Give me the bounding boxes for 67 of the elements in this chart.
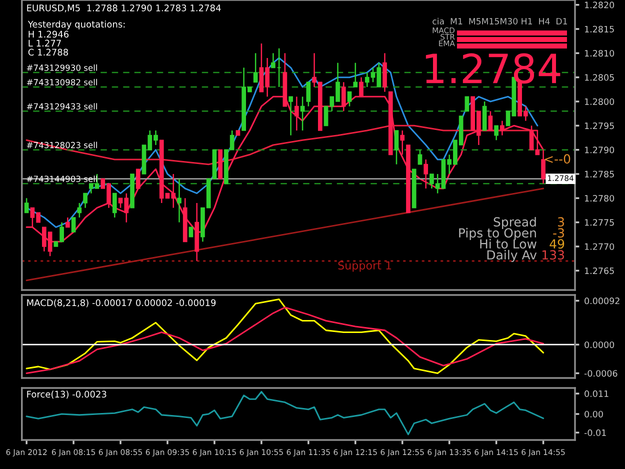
y-tick-label: 0.011 — [584, 390, 608, 398]
ref-line-label: Support 1 — [338, 261, 392, 272]
annotation: Pips to Open — [459, 228, 536, 240]
line-series — [26, 124, 538, 166]
annotation: 1.2784 — [426, 53, 560, 84]
candlestick — [464, 96, 470, 112]
chart-title: MACD(8,21,8) -0.00017 0.00002 -0.00019 — [27, 299, 216, 308]
candlestick — [77, 202, 82, 218]
y-tick-label: 1.2800 — [584, 98, 614, 105]
candlestick — [177, 178, 182, 223]
annotation: 49 — [550, 239, 564, 249]
line-series — [26, 390, 544, 436]
annotation: Spread — [494, 216, 536, 230]
candlestick — [506, 110, 510, 126]
candlestick — [112, 192, 117, 218]
y-tick-label: 1.2770 — [584, 243, 614, 250]
chart-title: EURUSD,M5 1.2788 1.2790 1.2783 1.2784 — [27, 4, 221, 12]
annotation: H 1.2946 — [28, 30, 69, 38]
y-tick-label: 1.2795 — [584, 122, 614, 130]
annotation: Hi to Low — [480, 238, 536, 249]
annotation: cia M1 M5M15M30 H1 H4 D1 — [432, 18, 568, 24]
candlestick — [271, 52, 276, 68]
candlestick — [400, 130, 405, 156]
annotation: Daily Av — [487, 250, 537, 262]
y-tick-label: 1.2815 — [584, 26, 614, 32]
y-tick-label: -0.0006 — [584, 370, 618, 377]
candlestick — [347, 91, 352, 107]
annotation: L 1.277 — [28, 40, 61, 46]
candlestick — [418, 149, 422, 165]
y-tick-label: 1.2780 — [584, 194, 614, 202]
y-tick-label: 1.2765 — [584, 267, 614, 274]
candlestick — [353, 62, 358, 88]
annotation: 3 — [558, 217, 564, 227]
y-tick-label: 1.2790 — [584, 146, 614, 154]
candlestick — [306, 82, 311, 107]
candlestick — [494, 125, 498, 141]
candlestick — [24, 198, 29, 214]
y-tick-label: 1.2805 — [584, 74, 614, 81]
y-tick-label: 0.00092 — [584, 298, 620, 304]
annotation: 133 — [542, 250, 564, 260]
candlestick — [488, 110, 493, 132]
y-tick-label: 1.2810 — [584, 50, 614, 57]
candlestick — [71, 217, 76, 232]
candlestick — [65, 216, 70, 228]
candlestick — [500, 120, 504, 136]
y-tick-label: 0.00 — [584, 410, 603, 418]
y-tick-label: 1.2775 — [584, 219, 614, 226]
annotation: <--0 — [544, 154, 570, 164]
y-tick-label: 1.2785 — [584, 170, 614, 178]
chart-title: Force(13) -0.0023 — [27, 390, 106, 399]
candlestick — [288, 96, 293, 136]
ref-line-label: #743130982 sell — [26, 78, 97, 86]
candlestick — [83, 192, 88, 208]
y-tick-label: 1.2820 — [584, 2, 614, 8]
y-tick-label: -0.01 — [584, 429, 606, 436]
annotation: -3 — [553, 228, 564, 238]
candlestick — [394, 130, 399, 165]
ref-line-label: #743129930 sell — [26, 64, 97, 71]
candlestick — [300, 96, 305, 132]
ref-line-label: #743129433 sell — [26, 103, 97, 110]
annotation: C 1.2788 — [28, 48, 68, 56]
candlestick — [424, 158, 428, 190]
candlestick — [253, 52, 258, 83]
candlestick — [136, 168, 140, 189]
annotation: Yesterday quotations: — [28, 20, 125, 30]
candlestick — [188, 226, 194, 238]
y-tick-label: 0.0000 — [584, 341, 614, 348]
